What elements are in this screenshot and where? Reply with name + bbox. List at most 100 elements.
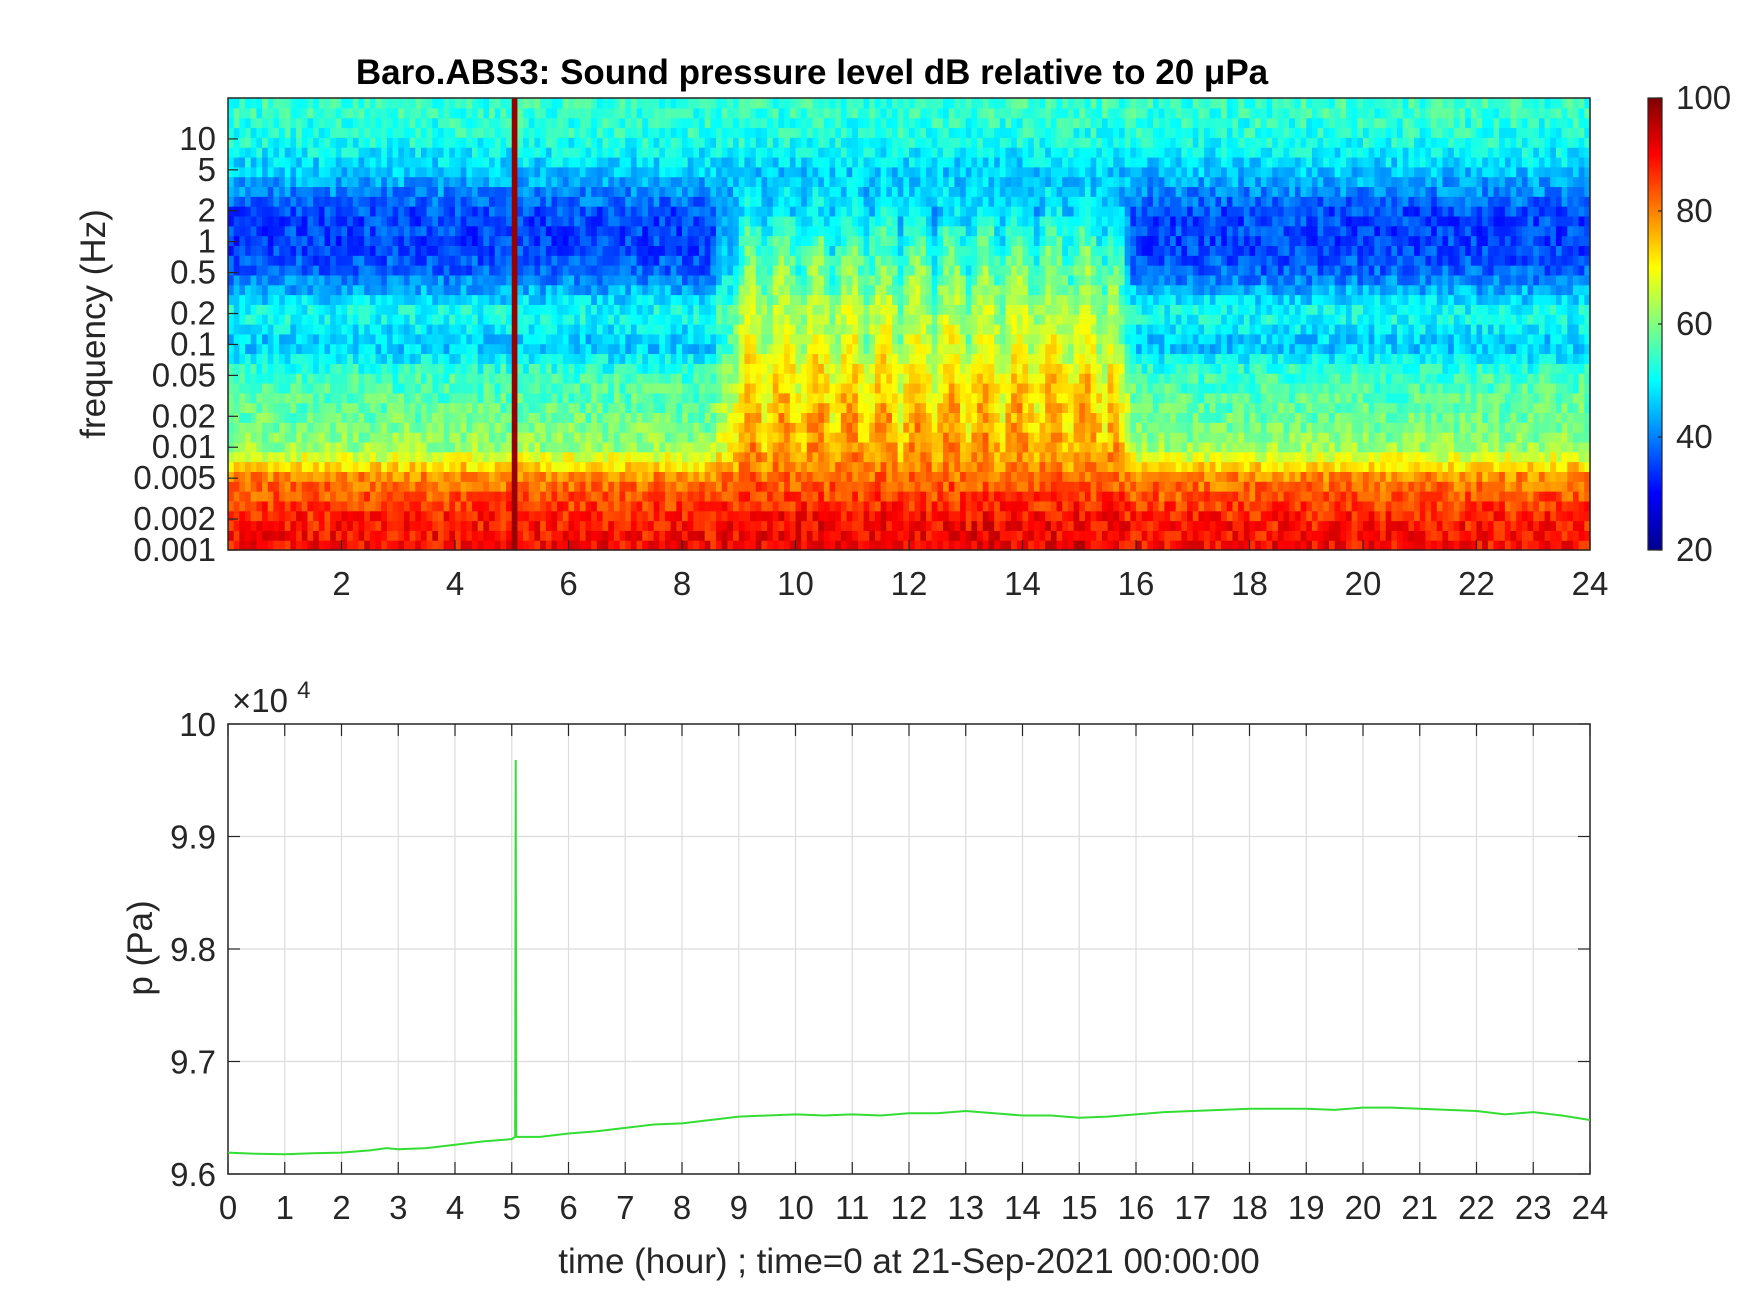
heatmap-cell <box>262 206 269 217</box>
heatmap-cell <box>506 245 513 256</box>
heatmap-cell <box>608 363 615 374</box>
heatmap-cell <box>772 491 780 502</box>
heatmap-cell <box>699 432 706 443</box>
heatmap-cell <box>818 343 825 355</box>
heatmap-cell <box>335 176 343 188</box>
heatmap-cell <box>613 284 621 296</box>
heatmap-cell <box>676 294 683 305</box>
heatmap-cell <box>318 176 326 188</box>
heatmap-cell <box>687 304 694 315</box>
heatmap-cell <box>806 382 814 394</box>
heatmap-cell <box>579 245 587 256</box>
heatmap-cell <box>364 540 371 551</box>
heatmap-cell <box>443 235 450 246</box>
heatmap-cell <box>693 314 700 325</box>
heatmap-cell <box>449 422 456 433</box>
heatmap-cell <box>358 530 365 541</box>
heatmap-cell <box>415 245 422 256</box>
heatmap-cell <box>642 225 649 237</box>
heatmap-cell <box>676 245 683 256</box>
heatmap-cell <box>557 137 564 148</box>
heatmap-cell <box>528 481 536 492</box>
heatmap-cell <box>801 353 808 364</box>
heatmap-cell <box>562 127 570 138</box>
heatmap-cell <box>664 373 672 384</box>
heatmap-cell <box>744 255 751 266</box>
heatmap-cell <box>409 373 416 384</box>
heatmap-cell <box>818 373 825 384</box>
heatmap-cell <box>432 98 439 109</box>
heatmap-cell <box>562 451 570 463</box>
heatmap-cell <box>699 284 706 296</box>
heatmap-cell <box>330 304 337 315</box>
heatmap-cell <box>812 520 819 531</box>
heatmap-cell <box>506 176 513 188</box>
heatmap-cell <box>415 363 422 374</box>
heatmap-cell <box>608 225 615 237</box>
heatmap-cell <box>636 186 643 197</box>
heatmap-cell <box>613 382 621 394</box>
heatmap-cell <box>699 304 706 315</box>
heatmap-cell <box>733 137 740 148</box>
heatmap-cell <box>364 373 371 384</box>
heatmap-cell <box>818 274 825 286</box>
heatmap-cell <box>460 147 467 158</box>
heatmap-cell <box>755 294 763 305</box>
heatmap-cell <box>381 392 388 404</box>
heatmap-cell <box>273 304 280 315</box>
heatmap-cell <box>721 225 728 237</box>
heatmap-cell <box>267 481 274 492</box>
heatmap-cell <box>642 333 649 345</box>
heatmap-cell <box>426 402 433 414</box>
heatmap-cell <box>449 137 456 148</box>
heatmap-cell <box>318 343 326 355</box>
heatmap-cell <box>534 98 541 109</box>
heatmap-cell <box>517 324 524 335</box>
heatmap-cell <box>664 422 672 433</box>
heatmap-cell <box>494 373 501 384</box>
heatmap-cell <box>511 481 519 492</box>
heatmap-cell <box>772 481 780 492</box>
heatmap-cell <box>250 215 257 227</box>
heatmap-cell <box>534 432 541 443</box>
heatmap-cell <box>699 274 706 286</box>
heatmap-cell <box>426 471 433 482</box>
heatmap-cell <box>806 235 814 246</box>
heatmap-cell <box>506 392 513 404</box>
heatmap-cell <box>812 382 819 394</box>
heatmap-cell <box>245 481 252 492</box>
heatmap-cell <box>733 500 740 512</box>
heatmap-cell <box>455 451 462 463</box>
heatmap-cell <box>818 500 825 512</box>
heatmap-cell <box>682 363 689 374</box>
heatmap-cell <box>279 373 286 384</box>
heatmap-cell <box>585 274 592 286</box>
heatmap-cell <box>721 265 728 276</box>
heatmap-cell <box>613 324 621 335</box>
heatmap-cell <box>659 471 666 482</box>
heatmap-cell <box>789 225 797 237</box>
heatmap-cell <box>738 402 746 414</box>
heatmap-cell <box>721 422 728 433</box>
heatmap-cell <box>619 206 626 217</box>
heatmap-cell <box>506 451 513 463</box>
heatmap-cell <box>347 530 354 541</box>
heatmap-cell <box>693 117 700 129</box>
heatmap-cell <box>256 500 263 512</box>
heatmap-cell <box>721 206 728 217</box>
heatmap-cell <box>562 304 570 315</box>
heatmap-cell <box>699 245 706 256</box>
heatmap-cell <box>506 500 513 512</box>
heatmap-cell <box>693 382 700 394</box>
heatmap-cell <box>761 461 768 472</box>
heatmap-cell <box>767 196 774 207</box>
heatmap-cell <box>653 363 660 374</box>
heatmap-cell <box>664 176 672 188</box>
heatmap-cell <box>392 98 399 109</box>
heatmap-cell <box>755 471 763 482</box>
heatmap-cell <box>636 265 643 276</box>
heatmap-cell <box>585 98 592 109</box>
heatmap-cell <box>528 353 536 364</box>
heatmap-cell <box>823 363 831 374</box>
heatmap-cell <box>398 530 405 541</box>
